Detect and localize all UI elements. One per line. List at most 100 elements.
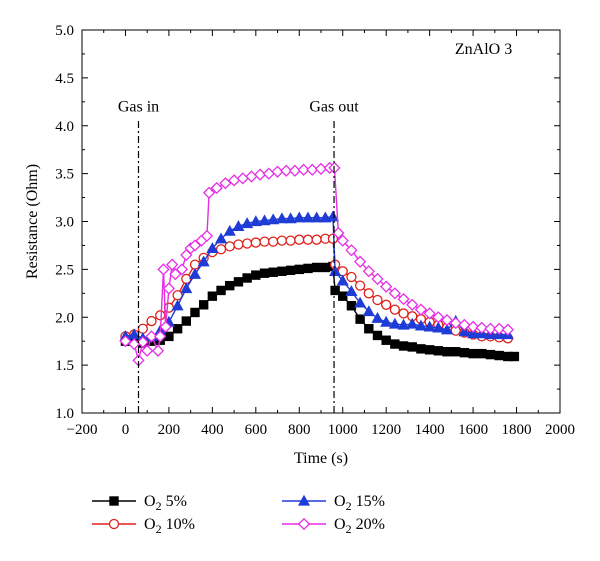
data-point — [458, 325, 471, 337]
data-point — [157, 263, 170, 276]
data-point — [475, 321, 488, 334]
x-tick-label: 1400 — [415, 422, 445, 438]
data-point — [236, 172, 249, 185]
data-point — [207, 291, 218, 301]
data-point — [232, 220, 245, 231]
data-point — [162, 282, 176, 295]
data-point — [202, 186, 216, 199]
data-point — [277, 266, 287, 276]
x-tick-label: 200 — [158, 422, 181, 438]
data-point — [311, 262, 322, 273]
data-point — [319, 211, 332, 223]
data-point — [326, 210, 339, 222]
data-point — [414, 319, 427, 331]
legend-entry-2: O2 10% — [92, 516, 195, 536]
y-tick-label: 4.0 — [55, 119, 74, 135]
data-point — [388, 317, 401, 329]
data-point — [406, 298, 419, 311]
data-point — [216, 285, 226, 296]
data-point — [145, 330, 158, 343]
x-tick-label: 400 — [201, 422, 224, 438]
legend-label: O2 15% — [334, 493, 385, 513]
data-point — [398, 308, 409, 319]
data-point — [241, 238, 253, 249]
data-point — [330, 285, 340, 296]
data-point — [423, 307, 436, 320]
data-point — [362, 265, 375, 278]
data-point — [371, 311, 384, 323]
data-point — [136, 336, 149, 349]
legend-label: O2 5% — [144, 493, 187, 513]
data-point — [197, 255, 210, 267]
data-point — [451, 347, 461, 357]
data-point — [432, 311, 445, 324]
x-tick-label: 600 — [245, 422, 268, 438]
data-point — [397, 318, 410, 330]
data-point — [485, 349, 496, 360]
data-point — [397, 292, 410, 306]
data-point — [180, 282, 193, 294]
data-point — [432, 321, 445, 333]
annotation-layer: ZnAlO 3 Gas in Gas out — [118, 41, 512, 413]
data-point — [345, 285, 358, 297]
legend-entry-3: O2 15% — [282, 493, 385, 513]
legend-marker — [109, 496, 119, 506]
data-point — [258, 214, 271, 226]
data-point — [380, 315, 393, 327]
data-point — [442, 347, 452, 357]
data-point — [346, 301, 357, 311]
data-point — [329, 265, 342, 276]
data-point — [294, 234, 305, 245]
data-point — [219, 177, 232, 190]
series-3 — [119, 210, 514, 343]
x-axis-title: Time (s) — [294, 450, 348, 467]
series-line — [125, 215, 508, 340]
data-point — [440, 323, 454, 335]
data-point — [301, 211, 315, 223]
data-point — [509, 351, 520, 362]
x-tick-label: 1000 — [328, 422, 358, 438]
data-point — [389, 304, 401, 315]
data-point — [188, 267, 202, 279]
data-point — [364, 324, 374, 334]
sample-label: ZnAlO 3 — [455, 41, 512, 58]
data-point — [336, 234, 349, 247]
data-point — [171, 299, 184, 311]
data-point — [262, 167, 275, 180]
data-point — [372, 294, 383, 306]
data-point — [172, 324, 183, 334]
data-point — [280, 164, 293, 177]
data-point — [501, 323, 514, 336]
data-point — [284, 212, 297, 224]
data-point — [354, 280, 366, 291]
data-point — [242, 273, 252, 283]
data-point — [381, 335, 391, 345]
data-point — [275, 212, 288, 224]
data-point — [477, 348, 487, 359]
data-point — [398, 341, 409, 351]
data-point — [362, 305, 375, 317]
data-point — [163, 302, 175, 313]
x-tick-label: 800 — [288, 422, 311, 438]
legend-entry-1: O2 5% — [92, 493, 187, 513]
data-point — [353, 255, 367, 268]
data-point — [303, 263, 313, 274]
data-point — [189, 259, 201, 270]
data-point — [268, 267, 278, 277]
data-point — [249, 215, 262, 227]
data-point — [166, 258, 179, 271]
data-point — [338, 291, 348, 301]
data-point — [424, 345, 435, 355]
x-tick-label: 2000 — [545, 422, 575, 438]
data-point — [297, 163, 310, 176]
data-point — [388, 287, 401, 300]
data-point — [215, 232, 228, 244]
data-point — [371, 272, 384, 286]
data-point — [466, 320, 480, 333]
data-point — [346, 271, 357, 283]
data-point — [233, 239, 244, 250]
data-point — [302, 234, 314, 245]
legend-marker — [297, 494, 311, 506]
data-point — [390, 339, 400, 349]
